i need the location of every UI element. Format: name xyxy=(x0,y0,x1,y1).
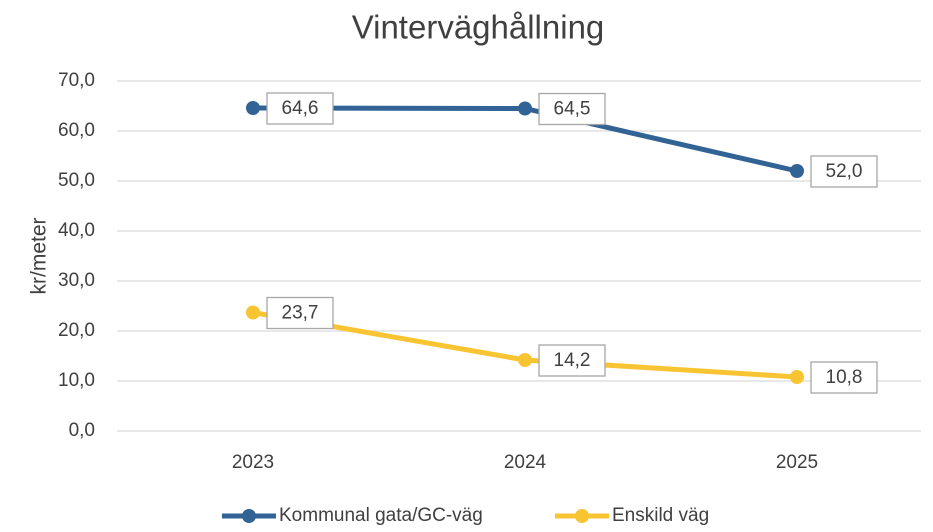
data-label: 64,6 xyxy=(282,98,319,119)
y-tick-label: 40,0 xyxy=(58,220,95,241)
x-tick-label: 2025 xyxy=(776,452,818,473)
y-tick-label: 10,0 xyxy=(58,370,95,391)
point xyxy=(790,164,804,178)
chart-title: Vinterväghållning xyxy=(352,9,605,46)
point xyxy=(518,101,532,116)
y-tick-label: 0,0 xyxy=(69,420,95,441)
legend-label: Kommunal gata/GC-väg xyxy=(279,505,483,526)
point xyxy=(246,101,260,115)
y-tick-label: 30,0 xyxy=(58,270,95,291)
data-label: 14,2 xyxy=(554,350,591,371)
data-label: 64,5 xyxy=(554,99,591,120)
legend-marker xyxy=(575,509,589,523)
point xyxy=(518,353,532,367)
series-line xyxy=(252,105,798,174)
y-tick-label: 70,0 xyxy=(58,70,95,91)
y-axis-label: kr/meter xyxy=(28,217,51,294)
data-label-box xyxy=(810,155,878,188)
series-line xyxy=(252,310,798,380)
y-tick-label: 60,0 xyxy=(58,120,95,141)
data-label-box xyxy=(266,92,334,125)
data-label: 10,8 xyxy=(826,367,863,388)
x-tick-label: 2024 xyxy=(504,452,547,473)
y-tick-label: 50,0 xyxy=(58,170,95,191)
data-label-box xyxy=(538,344,606,377)
legend-label: Enskild väg xyxy=(612,505,709,526)
point xyxy=(790,370,804,384)
data-label-box xyxy=(538,92,606,126)
data-label-box xyxy=(810,361,878,394)
y-tick-label: 20,0 xyxy=(58,320,95,341)
point xyxy=(246,305,260,320)
data-label-box xyxy=(266,296,334,330)
data-label: 52,0 xyxy=(826,161,863,182)
x-tick-label: 2023 xyxy=(232,452,274,473)
legend-marker xyxy=(242,509,256,523)
data-label: 23,7 xyxy=(282,303,319,324)
